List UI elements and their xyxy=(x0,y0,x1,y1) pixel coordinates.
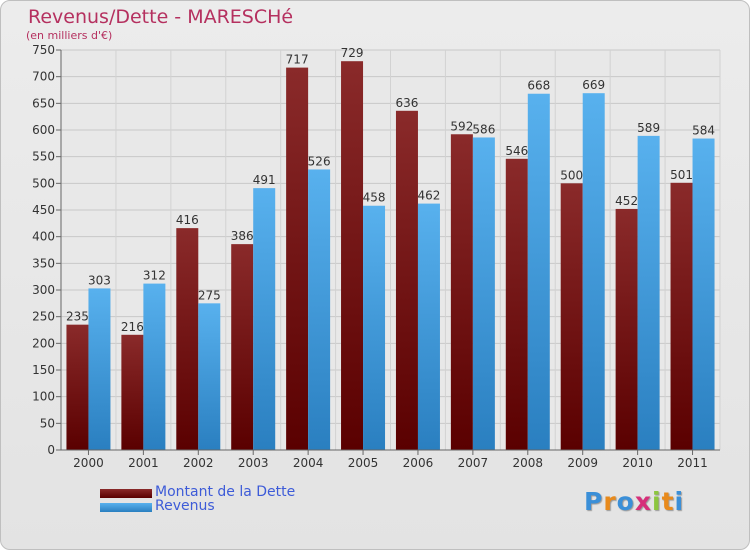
legend-label-revenue: Revenus xyxy=(155,498,215,514)
data-label-debt: 501 xyxy=(670,168,693,182)
bar-debt xyxy=(505,158,528,451)
y-tick-label: 0 xyxy=(47,443,55,457)
y-tick-label: 250 xyxy=(32,310,55,324)
legend-swatch-revenue xyxy=(100,503,152,512)
proxiti-logo: Proxiti xyxy=(584,487,685,516)
y-tick-label: 550 xyxy=(32,150,55,164)
data-label-debt: 386 xyxy=(231,229,254,243)
data-label-revenue: 462 xyxy=(418,189,441,203)
y-tick-label: 500 xyxy=(32,176,55,190)
data-label-debt: 216 xyxy=(121,320,144,334)
bar-revenue xyxy=(253,188,276,450)
y-tick-label: 700 xyxy=(32,70,55,84)
data-label-debt: 546 xyxy=(505,144,528,158)
data-label-debt: 592 xyxy=(450,119,473,133)
data-label-debt: 452 xyxy=(615,194,638,208)
y-tick-label: 350 xyxy=(32,256,55,270)
bar-revenue xyxy=(527,93,550,450)
bar-revenue xyxy=(472,137,495,450)
bar-debt xyxy=(66,324,89,450)
data-label-revenue: 458 xyxy=(363,191,386,205)
data-label-revenue: 526 xyxy=(308,154,331,168)
y-tick-label: 300 xyxy=(32,283,55,297)
data-label-debt: 235 xyxy=(66,310,89,324)
data-label-revenue: 312 xyxy=(143,269,166,283)
y-tick-label: 150 xyxy=(32,363,55,377)
data-label-debt: 500 xyxy=(560,168,583,182)
bar-revenue xyxy=(308,169,331,450)
bar-debt xyxy=(341,61,364,450)
x-tick-label: 2000 xyxy=(73,456,104,470)
bar-revenue xyxy=(582,93,605,450)
bar-debt xyxy=(286,67,309,450)
bar-debt xyxy=(121,334,144,450)
bar-revenue xyxy=(363,205,386,450)
data-label-debt: 416 xyxy=(176,213,199,227)
bar-debt xyxy=(395,110,418,451)
x-tick-label: 2011 xyxy=(677,456,708,470)
bar-revenue xyxy=(417,203,440,450)
x-tick-label: 2003 xyxy=(238,456,269,470)
bar-debt xyxy=(450,134,473,450)
x-tick-label: 2002 xyxy=(183,456,214,470)
x-tick-label: 2006 xyxy=(403,456,434,470)
y-tick-label: 50 xyxy=(40,416,55,430)
data-label-debt: 636 xyxy=(396,96,419,110)
x-tick-label: 2005 xyxy=(348,456,379,470)
bar-revenue xyxy=(637,135,660,450)
data-label-revenue: 303 xyxy=(88,273,111,287)
y-tick-label: 400 xyxy=(32,230,55,244)
bar-debt xyxy=(560,183,583,451)
chart-title: Revenus/Dette - MARESCHé xyxy=(28,6,294,28)
x-tick-label: 2004 xyxy=(293,456,324,470)
y-tick-label: 100 xyxy=(32,390,55,404)
chart-subtitle: (en milliers d'€) xyxy=(26,29,113,42)
y-tick-label: 650 xyxy=(32,96,55,110)
bar-revenue xyxy=(88,288,111,450)
data-label-revenue: 669 xyxy=(582,78,605,92)
bar-revenue xyxy=(143,283,166,450)
bar-debt xyxy=(615,208,638,450)
y-tick-label: 750 xyxy=(32,43,55,57)
x-tick-label: 2001 xyxy=(128,456,159,470)
data-label-debt: 729 xyxy=(341,46,364,60)
data-label-debt: 717 xyxy=(286,53,309,67)
y-tick-label: 450 xyxy=(32,203,55,217)
data-label-revenue: 584 xyxy=(692,124,715,138)
x-tick-label: 2008 xyxy=(513,456,544,470)
y-tick-label: 600 xyxy=(32,123,55,137)
data-label-revenue: 668 xyxy=(527,79,550,93)
data-label-revenue: 586 xyxy=(472,122,495,136)
x-tick-label: 2009 xyxy=(567,456,598,470)
bar-debt xyxy=(176,228,199,450)
legend-swatch-debt xyxy=(100,489,152,498)
bar-debt xyxy=(231,244,254,450)
x-tick-label: 2007 xyxy=(458,456,489,470)
legend-label-debt: Montant de la Dette xyxy=(155,484,296,500)
x-tick-label: 2010 xyxy=(622,456,653,470)
bar-revenue xyxy=(692,138,715,451)
data-label-revenue: 275 xyxy=(198,288,221,302)
bar-debt xyxy=(670,182,693,451)
bar-revenue xyxy=(198,303,221,450)
y-tick-label: 200 xyxy=(32,336,55,350)
data-label-revenue: 491 xyxy=(253,173,276,187)
data-label-revenue: 589 xyxy=(637,121,660,135)
